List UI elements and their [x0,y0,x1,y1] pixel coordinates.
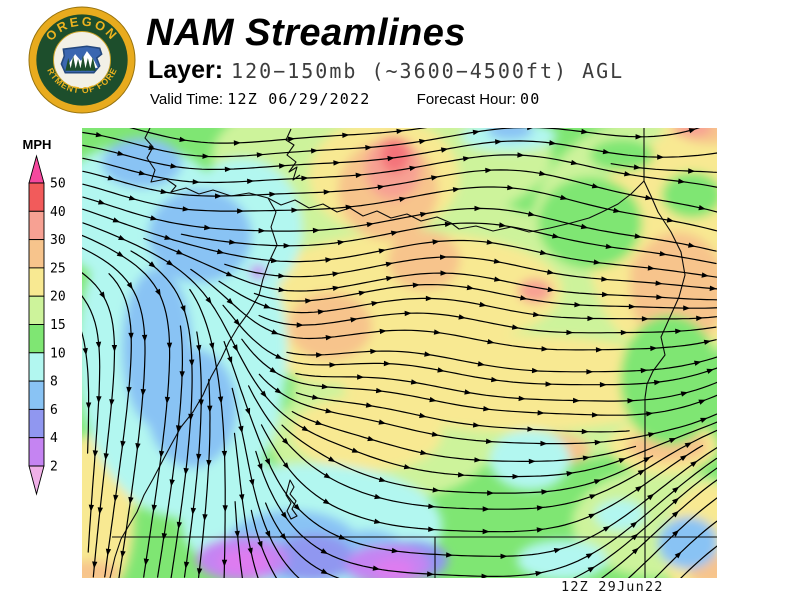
odf-logo: OREGON DEPARTMENT OF FORESTRY [28,6,136,114]
svg-text:10: 10 [50,346,66,361]
svg-text:15: 15 [50,318,66,333]
forecast-hour-value: 00 [520,90,541,108]
streamline-map-svg [82,128,717,578]
forecast-hour-label: Forecast Hour: [416,91,516,108]
svg-text:50: 50 [50,177,66,192]
wind-speed-legend: MPH 50 40 30 25 20 15 10 8 6 4 2 [16,130,96,506]
svg-text:25: 25 [50,261,66,276]
svg-text:40: 40 [50,205,66,220]
map-timestamp: 12Z 29Jun22 [561,579,664,595]
logo-state-scene [60,45,103,74]
layer-value: 120−150mb (~3600−4500ft) AGL [231,59,625,83]
streamline-map [82,128,717,578]
legend-scale: 50 40 30 25 20 15 10 8 6 4 2 [28,154,66,496]
svg-text:8: 8 [50,375,58,390]
legend-units-label: MPH [23,137,52,152]
svg-text:30: 30 [50,233,66,248]
svg-text:20: 20 [50,290,66,305]
valid-time-line: Valid Time: 12Z 06/29/2022 Forecast Hour… [150,90,541,108]
valid-time-value: 12Z 06/29/2022 [227,90,371,108]
layer-label: Layer: [148,56,224,84]
page-title: NAM Streamlines [146,12,467,54]
valid-time-label: Valid Time: [150,91,224,108]
svg-text:4: 4 [50,431,58,446]
layer-line: Layer: 120−150mb (~3600−4500ft) AGL [148,56,624,85]
legend-colorbar: MPH 50 40 30 25 20 15 10 8 6 4 2 [23,137,66,496]
logo-badge: OREGON DEPARTMENT OF FORESTRY [28,6,136,114]
svg-text:2: 2 [50,460,58,475]
svg-text:6: 6 [50,403,58,418]
trees-icon [65,55,96,71]
